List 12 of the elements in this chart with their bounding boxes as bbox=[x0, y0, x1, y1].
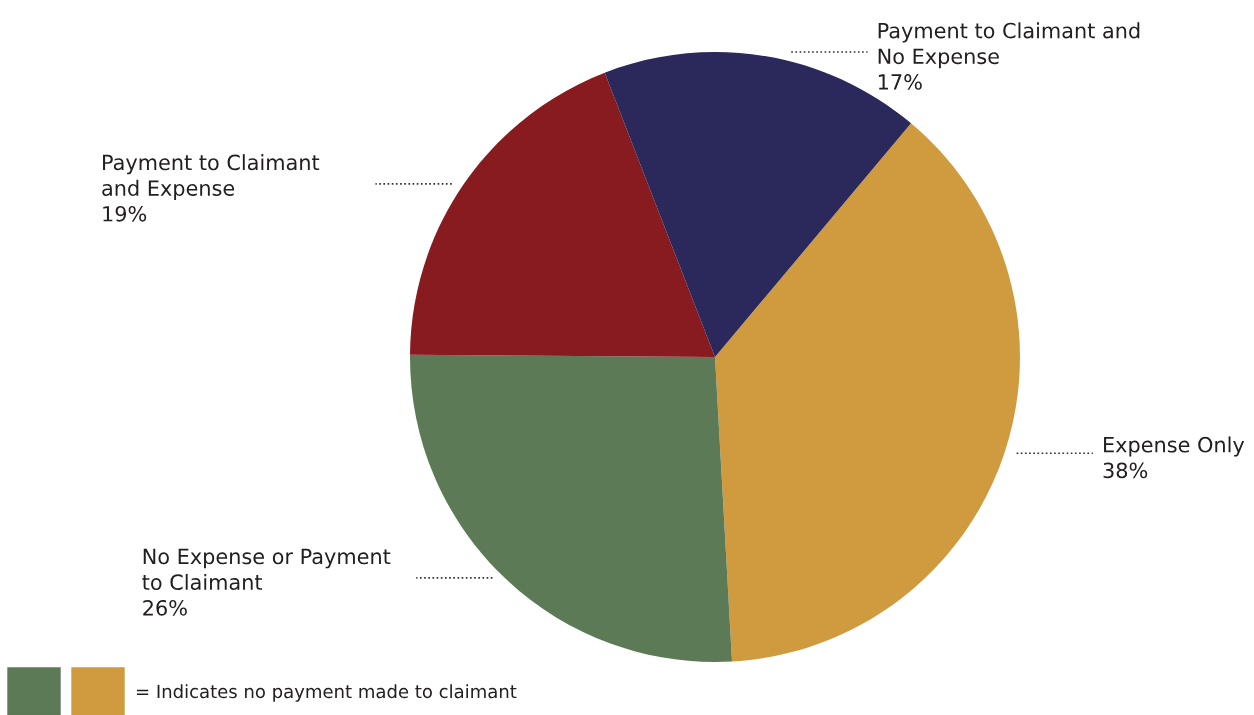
slice-label: No Expense or Payment to Claimant bbox=[142, 548, 391, 591]
pie-slice bbox=[715, 123, 1020, 662]
data-label: 19% bbox=[103, 205, 147, 222]
pie-slice bbox=[410, 354, 733, 662]
text: = Indicates no payment made to claimant bbox=[136, 684, 517, 702]
data-label: 26% bbox=[143, 599, 187, 616]
slice-label: Payment to Claimant and Expense bbox=[102, 154, 320, 200]
slice-label: Payment to Claimant and No Expense bbox=[878, 22, 1140, 69]
data-label: 17% bbox=[878, 74, 922, 90]
data-label: 38% bbox=[1103, 462, 1148, 479]
slice-label: Expense Only bbox=[1104, 436, 1245, 457]
pie-slice bbox=[410, 72, 715, 357]
